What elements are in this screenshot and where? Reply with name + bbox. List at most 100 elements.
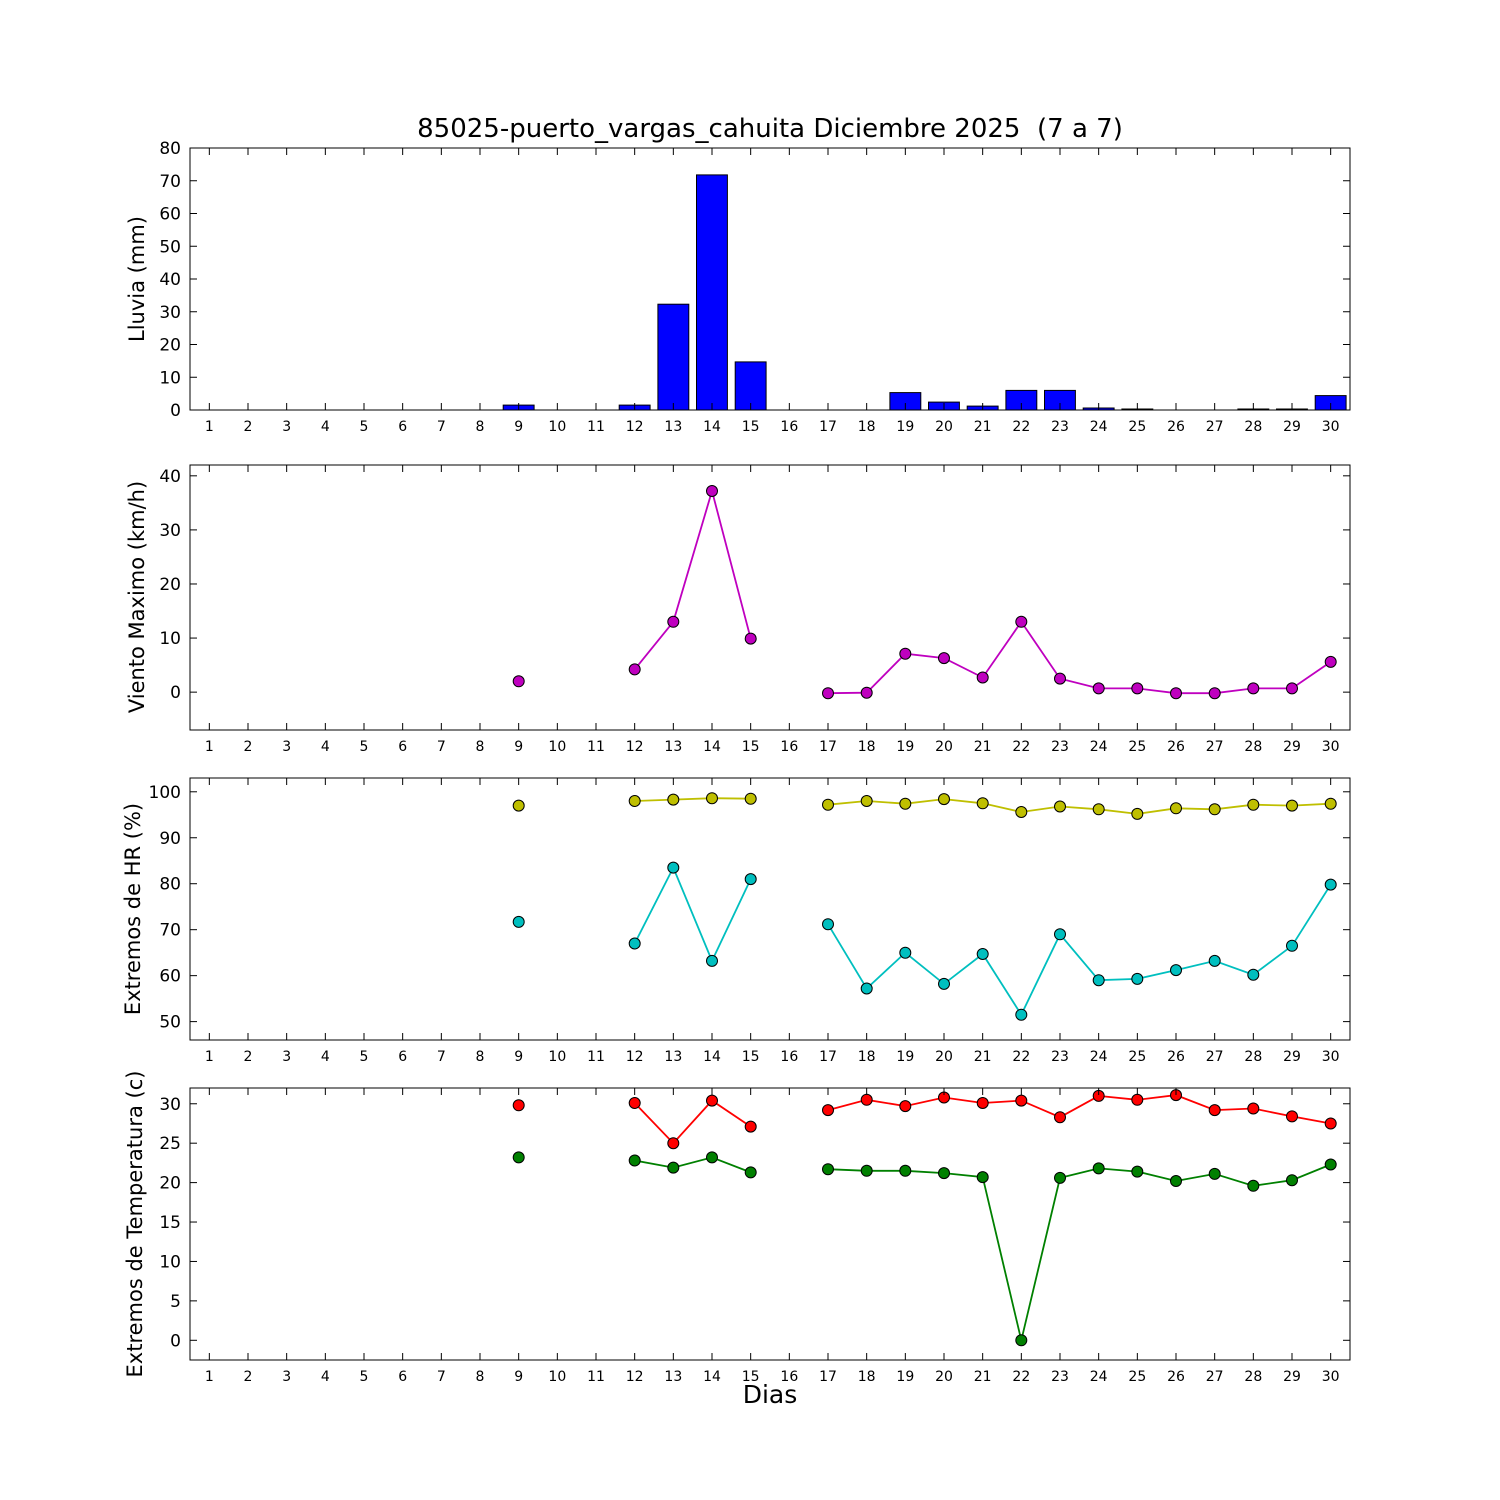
- temp-min-marker: [706, 1151, 718, 1164]
- hr-min-marker: [938, 977, 950, 990]
- hr-max-line: [634, 797, 1331, 815]
- x-tick-label: 4: [321, 1369, 330, 1385]
- x-tick-label: 23: [1051, 419, 1069, 435]
- x-tick-label: 5: [360, 739, 369, 755]
- x-tick-label: 13: [664, 1369, 682, 1385]
- x-tick-label: 16: [780, 1049, 798, 1065]
- x-tick-label: 15: [742, 739, 760, 755]
- x-tick-label: 10: [548, 1369, 566, 1385]
- viento-maximo-marker: [822, 687, 834, 700]
- y-tick-label: 30: [159, 303, 181, 323]
- hr-max-marker: [1131, 807, 1144, 820]
- hr-min-marker: [1247, 968, 1260, 981]
- hr-max-marker: [667, 793, 680, 806]
- temp-min-marker: [1247, 1179, 1260, 1192]
- x-tick-label: 24: [1090, 739, 1108, 755]
- x-tick-label: 8: [476, 1369, 485, 1385]
- y-tick-label: 10: [159, 368, 181, 388]
- x-tick-label: 24: [1090, 419, 1108, 435]
- viento-maximo-marker: [860, 686, 873, 699]
- hr-min-marker: [1170, 964, 1182, 977]
- temp-max-marker: [976, 1097, 989, 1109]
- x-tick-label: 21: [974, 419, 992, 435]
- temp-max-marker: [1015, 1094, 1028, 1107]
- hr-max-marker: [628, 795, 641, 807]
- temp-max-marker: [628, 1097, 641, 1109]
- x-tick-label: 8: [476, 419, 485, 435]
- x-tick-label: 14: [703, 419, 721, 435]
- temp-min-marker: [1170, 1175, 1182, 1187]
- hr-max-marker: [1286, 799, 1298, 812]
- lluvia-bar: [696, 174, 728, 411]
- x-tick-label: 6: [398, 419, 407, 435]
- x-tick-label: 26: [1167, 419, 1185, 435]
- temp-min-marker: [1054, 1171, 1066, 1184]
- viento-maximo-marker: [744, 632, 757, 645]
- x-tick-label: 22: [1012, 739, 1030, 755]
- temp-min-line: [634, 1156, 1332, 1341]
- x-tick-label: 17: [819, 419, 837, 435]
- x-tick-label: 21: [974, 1049, 992, 1065]
- hr-max-marker: [1054, 800, 1066, 813]
- lluvia-bar: [657, 303, 690, 411]
- x-tick-label: 28: [1244, 1369, 1262, 1385]
- hr-min-marker: [976, 948, 989, 960]
- x-tick-label: 13: [664, 419, 682, 435]
- x-tick-label: 9: [514, 1049, 523, 1065]
- x-tick-label: 17: [819, 1369, 837, 1385]
- axes-frame: [189, 777, 1351, 1041]
- temp-max-marker: [1247, 1102, 1260, 1115]
- x-tick-label: 30: [1322, 739, 1340, 755]
- hr-max-marker: [1170, 802, 1182, 815]
- x-tick-label: 7: [437, 419, 446, 435]
- x-tick-label: 19: [896, 419, 914, 435]
- hr-min-marker: [1324, 878, 1337, 891]
- x-tick-label: 22: [1012, 1369, 1030, 1385]
- temp-max-marker: [822, 1104, 834, 1117]
- y-tick-label: 15: [159, 1213, 181, 1233]
- viento-maximo-line: [634, 487, 1332, 695]
- x-tick-label: 9: [514, 1369, 523, 1385]
- x-tick-label: 7: [437, 1049, 446, 1065]
- x-tick-label: 18: [858, 739, 876, 755]
- x-tick-label: 19: [896, 1369, 914, 1385]
- x-tick-label: 26: [1167, 1369, 1185, 1385]
- viento-maximo-marker: [1247, 682, 1260, 695]
- x-tick-label: 2: [244, 1369, 253, 1385]
- temp-min-marker: [1015, 1334, 1028, 1347]
- x-tick-label: 27: [1206, 1369, 1224, 1385]
- hr-min-marker: [1131, 972, 1144, 985]
- x-tick-label: 5: [360, 419, 369, 435]
- hr-max-marker: [938, 793, 950, 806]
- x-tick-label: 29: [1283, 739, 1301, 755]
- temp-max-marker: [1286, 1110, 1298, 1123]
- temp-min-marker: [938, 1167, 950, 1180]
- hr-max-marker: [1247, 798, 1260, 811]
- x-tick-label: 21: [974, 1369, 992, 1385]
- x-tick-label: 20: [935, 419, 953, 435]
- x-tick-label: 15: [742, 419, 760, 435]
- x-tick-label: 23: [1051, 1369, 1069, 1385]
- x-tick-label: 2: [244, 739, 253, 755]
- x-tick-label: 6: [398, 1049, 407, 1065]
- y-tick-label: 60: [159, 967, 181, 987]
- hr-max-marker: [706, 792, 718, 805]
- x-tick-label: 2: [244, 419, 253, 435]
- hr-min-marker: [1092, 974, 1105, 987]
- x-tick-label: 23: [1051, 739, 1069, 755]
- x-tick-label: 14: [703, 1369, 721, 1385]
- x-tick-label: 29: [1283, 1049, 1301, 1065]
- x-tick-label: 24: [1090, 1049, 1108, 1065]
- x-tick-label: 3: [282, 1369, 291, 1385]
- x-tick-label: 4: [321, 1049, 330, 1065]
- y-tick-label: 30: [159, 521, 181, 541]
- hr-max-marker: [1324, 797, 1337, 810]
- x-tick-label: 28: [1244, 419, 1262, 435]
- hr-max-marker: [899, 797, 912, 810]
- y-tick-label: 100: [149, 783, 181, 803]
- x-tick-label: 26: [1167, 739, 1185, 755]
- y-tick-label: 0: [170, 401, 181, 421]
- x-tick-label: 1: [205, 1369, 214, 1385]
